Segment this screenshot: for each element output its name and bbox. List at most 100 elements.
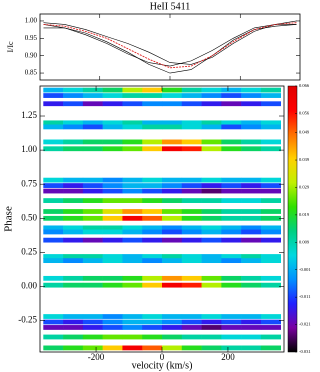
heatmap-cell	[63, 183, 84, 188]
heatmap-cell	[162, 198, 183, 203]
heatmap-cell	[102, 282, 123, 288]
heatmap-cell	[260, 198, 281, 203]
heatmap-cell	[63, 188, 84, 194]
heatmap-cell	[201, 275, 222, 281]
heatmap-cell	[201, 177, 222, 183]
heatmap-cell	[63, 334, 84, 340]
heatmap-cell	[241, 282, 262, 288]
heatmap-cell	[181, 319, 202, 325]
heatmap-cell	[142, 139, 163, 145]
heatmap-cell	[122, 139, 143, 145]
heatmap-cell	[260, 319, 281, 325]
heatmap-cell	[241, 146, 262, 152]
heatmap-cell	[260, 93, 281, 98]
heatmap-cell	[181, 229, 202, 235]
heatmap-cell	[221, 229, 242, 235]
heatmap-cell	[221, 215, 242, 221]
heatmap-cell	[43, 258, 64, 264]
heatmap-cell	[43, 139, 64, 145]
heatmap-cell	[241, 139, 262, 145]
heatmap-cell	[221, 183, 242, 188]
heatmap-cell	[122, 334, 143, 340]
heatmap-cell	[63, 282, 84, 288]
heatmap-cell	[181, 120, 202, 126]
heatmap-cell	[162, 225, 183, 231]
heatmap-cell	[221, 177, 242, 183]
heatmap-cell	[82, 334, 103, 340]
heatmap-cell	[241, 334, 262, 340]
profile-line	[43, 24, 297, 67]
heatmap-cell	[201, 183, 222, 188]
heatmap-cell	[162, 345, 183, 351]
heatmap-cell	[260, 188, 281, 194]
heatmap-cell	[241, 254, 262, 259]
heatmap-cell	[241, 87, 262, 93]
heatmap-cell	[63, 87, 84, 93]
heatmap-cell	[221, 325, 242, 330]
heatmap-cell	[63, 215, 84, 221]
heatmap-cell	[82, 345, 103, 351]
heatmap-cell	[260, 325, 281, 330]
heatmap-cell	[142, 177, 163, 183]
heatmap-cell	[102, 209, 123, 214]
heatmap-cell	[122, 325, 143, 330]
heatmap-cell	[122, 101, 143, 107]
heatmap-cell	[43, 319, 64, 325]
heatmap-cell	[102, 177, 123, 183]
heatmap-cell	[260, 124, 281, 130]
heatmap-cell	[241, 124, 262, 130]
heatmap-cell	[82, 215, 103, 221]
heatmap-cell	[142, 325, 163, 330]
heatmap-cell	[102, 146, 123, 152]
heatmap-cell	[43, 120, 64, 126]
heatmap-cell	[142, 188, 163, 194]
colorbar-tick-label: 0.056	[299, 110, 310, 115]
heatmap-cell	[201, 282, 222, 288]
heatmap-cell	[43, 282, 64, 288]
heatmap-cell	[221, 101, 242, 107]
heatmap-cell	[260, 229, 281, 235]
heatmap-cell	[260, 282, 281, 288]
heatmap-cell	[142, 93, 163, 98]
y-tick-label: 0.95	[25, 34, 38, 42]
heatmap-cell	[122, 225, 143, 231]
heatmap-cell	[260, 120, 281, 126]
y-tick-label: 0.50	[21, 212, 37, 222]
heatmap-cell	[162, 282, 183, 288]
heatmap-cell	[221, 334, 242, 340]
heatmap-cell	[122, 87, 143, 93]
heatmap-cell	[221, 282, 242, 288]
heatmap-cell	[63, 139, 84, 145]
heatmap-cell	[142, 183, 163, 188]
heatmap-cell	[201, 198, 222, 203]
heatmap-cell	[260, 87, 281, 93]
heatmap-cell	[122, 120, 143, 126]
heatmap-cell	[260, 101, 281, 107]
heatmap-cell	[102, 334, 123, 340]
heatmap-cell	[63, 229, 84, 235]
heatmap-cell	[162, 188, 183, 194]
x-tick-label: 0	[160, 352, 165, 362]
heatmap-cell	[122, 314, 143, 319]
heatmap-cell	[201, 93, 222, 98]
heatmap-cell	[63, 325, 84, 330]
colorbar-tick-label: 0.019	[299, 212, 310, 217]
heatmap-cell	[102, 325, 123, 330]
colorbar-tick-label: 0.009	[299, 239, 310, 244]
heatmap-cell	[181, 93, 202, 98]
heatmap-cell	[221, 124, 242, 130]
heatmap-cell	[43, 93, 64, 98]
heatmap-cell	[260, 258, 281, 264]
heatmap-cell	[201, 215, 222, 221]
heatmap-cell	[181, 177, 202, 183]
heatmap-cell	[122, 275, 143, 281]
heatmap-cell	[43, 225, 64, 231]
heatmap-cell	[63, 258, 84, 264]
heatmap-cell	[43, 124, 64, 130]
heatmap-cell	[221, 254, 242, 259]
heatmap-cell	[142, 258, 163, 264]
heatmap-cell	[201, 139, 222, 145]
heatmap-cell	[162, 215, 183, 221]
heatmap-cell	[43, 229, 64, 235]
heatmap-cell	[162, 124, 183, 130]
